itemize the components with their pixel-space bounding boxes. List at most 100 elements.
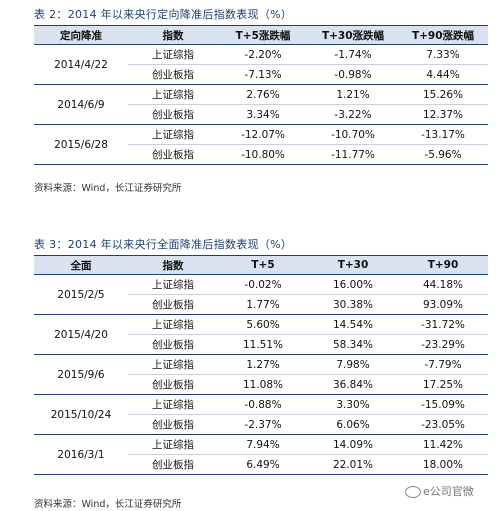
value-cell: 7.33% [398, 44, 488, 65]
targeted-rrr-cut-table: 定向降准 指数 T+5涨跌幅 T+30涨跌幅 T+90涨跌幅 2014/4/22… [34, 25, 488, 165]
header-cell: 指数 [128, 255, 218, 275]
value-cell: 3.30% [308, 394, 398, 415]
value-cell: 17.25% [398, 374, 488, 395]
index-cell: 创业板指 [128, 414, 218, 435]
value-cell: -31.72% [398, 314, 488, 335]
date-cell: 2015/10/24 [34, 394, 128, 435]
value-cell: 15.26% [398, 84, 488, 105]
table-row: 创业板指 1.77% 30.38% 93.09% [34, 294, 488, 315]
table-row: 2015/9/6 上证综指 1.27% 7.98% -7.79% [34, 354, 488, 395]
table-row: 2014/4/22 上证综指 -2.20% -1.74% 7.33% [34, 44, 488, 85]
index-cell: 创业板指 [128, 64, 218, 85]
value-cell: -10.70% [308, 124, 398, 145]
table1-title: 表 2：2014 年以来央行定向降准后指数表现（%） [34, 8, 293, 21]
index-cell: 创业板指 [128, 334, 218, 355]
value-cell: -2.37% [218, 414, 308, 435]
table-row: 2015/2/5 上证综指 -0.02% 16.00% 44.18% [34, 274, 488, 315]
index-cell: 上证综指 [128, 434, 218, 455]
table-row: 创业板指 -2.37% 6.06% -23.05% [34, 414, 488, 435]
table-row: 创业板指 3.34% -3.22% 12.37% [34, 104, 488, 125]
index-cell: 创业板指 [128, 454, 218, 475]
value-cell: -0.98% [308, 64, 398, 85]
value-cell: -10.80% [218, 144, 308, 165]
date-cell: 2015/2/5 [34, 274, 128, 315]
table2-source: 资料来源：Wind，长江证券研究所 [34, 499, 182, 510]
value-cell: 2.76% [218, 84, 308, 105]
value-cell: 5.60% [218, 314, 308, 335]
index-cell: 创业板指 [128, 374, 218, 395]
date-cell: 2014/6/9 [34, 84, 128, 125]
value-cell: 14.09% [308, 434, 398, 455]
value-cell: 3.34% [218, 104, 308, 125]
index-cell: 创业板指 [128, 294, 218, 315]
value-cell: 6.06% [308, 414, 398, 435]
value-cell: 11.42% [398, 434, 488, 455]
table-row: 创业板指 -10.80% -11.77% -5.96% [34, 144, 488, 165]
table-row: 2015/4/20 上证综指 5.60% 14.54% -31.72% [34, 314, 488, 355]
header-row: 定向降准 指数 T+5涨跌幅 T+30涨跌幅 T+90涨跌幅 [34, 25, 488, 45]
value-cell: 6.49% [218, 454, 308, 475]
value-cell: -13.17% [398, 124, 488, 145]
full-rrr-cut-table: 全面 指数 T+5 T+30 T+90 2015/2/5 上证综指 -0.02%… [34, 255, 488, 475]
table-row: 2015/6/28 上证综指 -12.07% -10.70% -13.17% [34, 124, 488, 165]
value-cell: 14.54% [308, 314, 398, 335]
table-row: 创业板指 6.49% 22.01% 18.00% [34, 454, 488, 475]
index-cell: 上证综指 [128, 394, 218, 415]
header-cell: 全面 [34, 255, 128, 275]
value-cell: 58.34% [308, 334, 398, 355]
watermark-text: e公司官微 [423, 485, 474, 498]
value-cell: 11.08% [218, 374, 308, 395]
value-cell: -3.22% [308, 104, 398, 125]
index-cell: 上证综指 [128, 124, 218, 145]
header-cell: T+5涨跌幅 [218, 25, 308, 45]
value-cell: 4.44% [398, 64, 488, 85]
header-row: 全面 指数 T+5 T+30 T+90 [34, 255, 488, 275]
table-row: 2014/6/9 上证综指 2.76% 1.21% 15.26% [34, 84, 488, 125]
value-cell: 30.38% [308, 294, 398, 315]
index-cell: 上证综指 [128, 354, 218, 375]
index-cell: 创业板指 [128, 104, 218, 125]
date-cell: 2016/3/1 [34, 434, 128, 475]
header-cell: T+5 [218, 255, 308, 275]
value-cell: 36.84% [308, 374, 398, 395]
date-cell: 2014/4/22 [34, 44, 128, 85]
value-cell: -23.29% [398, 334, 488, 355]
value-cell: -2.20% [218, 44, 308, 65]
date-cell: 2015/6/28 [34, 124, 128, 165]
header-cell: T+30 [308, 255, 398, 275]
table-row: 2016/3/1 上证综指 7.94% 14.09% 11.42% [34, 434, 488, 475]
table1-source: 资料来源：Wind，长江证券研究所 [34, 183, 182, 194]
date-cell: 2015/9/6 [34, 354, 128, 395]
value-cell: 22.01% [308, 454, 398, 475]
value-cell: 44.18% [398, 274, 488, 295]
value-cell: -11.77% [308, 144, 398, 165]
index-cell: 上证综指 [128, 84, 218, 105]
watermark: e公司官微 [405, 483, 474, 499]
value-cell: 1.77% [218, 294, 308, 315]
index-cell: 创业板指 [128, 144, 218, 165]
value-cell: 7.98% [308, 354, 398, 375]
value-cell: -23.05% [398, 414, 488, 435]
index-cell: 上证综指 [128, 44, 218, 65]
value-cell: -7.13% [218, 64, 308, 85]
value-cell: 1.27% [218, 354, 308, 375]
table2-title: 表 3：2014 年以来央行全面降准后指数表现（%） [34, 238, 293, 251]
value-cell: -7.79% [398, 354, 488, 375]
value-cell: 7.94% [218, 434, 308, 455]
value-cell: -1.74% [308, 44, 398, 65]
value-cell: 93.09% [398, 294, 488, 315]
header-cell: T+30涨跌幅 [308, 25, 398, 45]
index-cell: 上证综指 [128, 274, 218, 295]
table-row: 创业板指 11.08% 36.84% 17.25% [34, 374, 488, 395]
value-cell: 16.00% [308, 274, 398, 295]
value-cell: 12.37% [398, 104, 488, 125]
table-row: 2015/10/24 上证综指 -0.88% 3.30% -15.09% [34, 394, 488, 435]
index-cell: 上证综指 [128, 314, 218, 335]
value-cell: 1.21% [308, 84, 398, 105]
value-cell: -12.07% [218, 124, 308, 145]
header-cell: T+90涨跌幅 [398, 25, 488, 45]
value-cell: 11.51% [218, 334, 308, 355]
header-cell: 指数 [128, 25, 218, 45]
value-cell: -0.02% [218, 274, 308, 295]
date-cell: 2015/4/20 [34, 314, 128, 355]
